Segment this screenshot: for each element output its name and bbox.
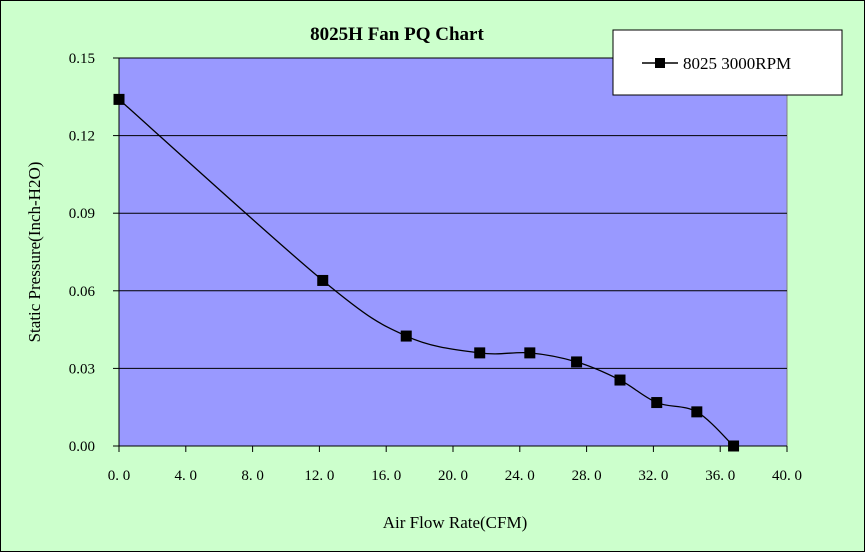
x-tick-label: 32. 0 (638, 468, 668, 484)
data-point-marker (728, 440, 740, 452)
x-tick-label: 20. 0 (438, 468, 468, 484)
data-point-marker (400, 330, 412, 342)
y-tick-label: 0.09 (69, 206, 95, 222)
data-point-marker (317, 274, 329, 286)
y-tick-label: 0.12 (69, 129, 95, 145)
x-tick-label: 40. 0 (772, 468, 802, 484)
series-layer (113, 93, 740, 452)
data-point-marker (614, 374, 626, 386)
data-point-marker (651, 397, 663, 409)
data-point-marker (691, 406, 703, 418)
x-tick-label: 36. 0 (705, 468, 735, 484)
y-tick-label: 0.03 (69, 361, 95, 377)
x-tick-label: 4. 0 (175, 468, 198, 484)
y-axis-title: Static Pressure(Inch-H2O) (25, 162, 44, 343)
x-tick-label: 16. 0 (371, 468, 401, 484)
y-tick-label: 0.00 (69, 439, 95, 455)
legend-marker-swatch (655, 58, 665, 68)
x-tick-label: 24. 0 (505, 468, 535, 484)
plot-area (118, 57, 788, 447)
data-point-marker (474, 347, 486, 359)
data-point-marker (113, 93, 125, 105)
axes (113, 57, 788, 452)
x-tick-label: 8. 0 (241, 468, 264, 484)
tick-labels: 0. 0 4. 0 8. 0 12. 0 16. 0 20. 0 24. 0 28. 0 32.… (69, 51, 802, 484)
x-axis-title: Air Flow Rate(CFM) (383, 513, 528, 532)
x-tick-label: 12. 0 (304, 468, 334, 484)
y-tick-label: 0.15 (69, 51, 95, 67)
x-tick-label: 0. 0 (108, 468, 131, 484)
chart-title: 8025H Fan PQ Chart (310, 24, 484, 45)
legend-label: 8025 3000RPM (683, 54, 791, 73)
data-point-marker (524, 347, 536, 359)
x-tick-label: 28. 0 (572, 468, 602, 484)
data-point-marker (571, 356, 583, 368)
y-tick-label: 0.06 (69, 284, 96, 300)
legend: 8025 3000RPM (612, 29, 843, 96)
